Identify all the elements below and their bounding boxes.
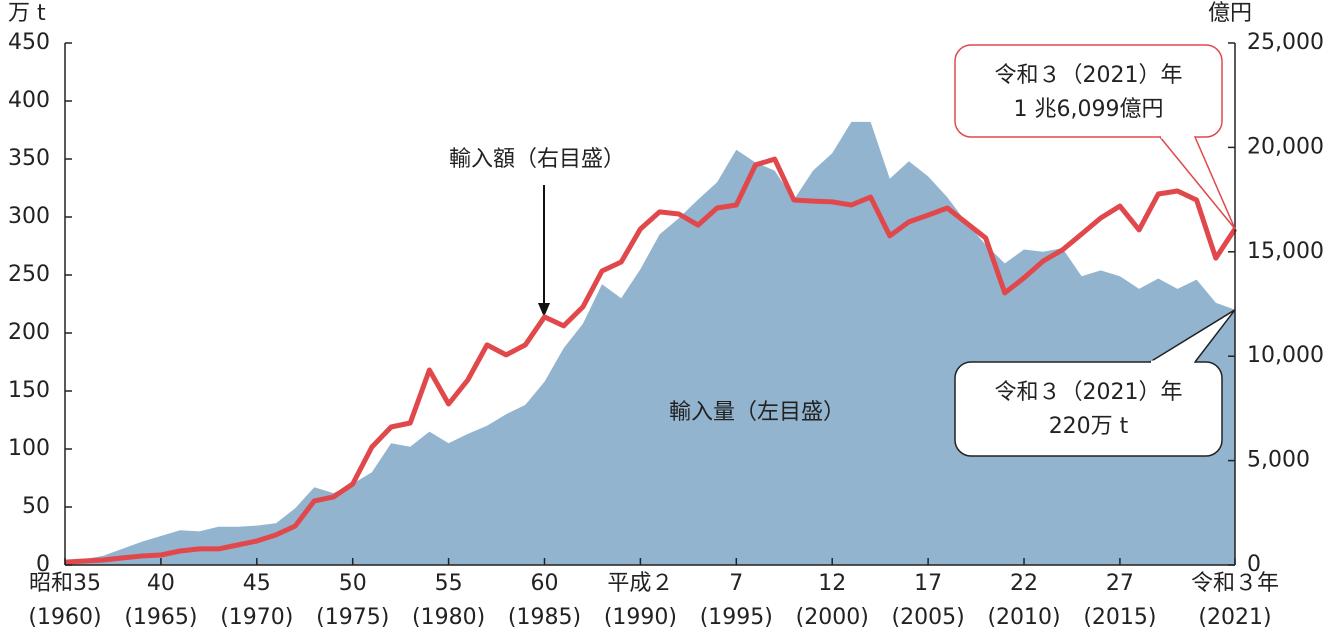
y-tick-label: 50	[22, 494, 50, 519]
callout-box	[954, 44, 1223, 138]
y2-tick-label: 20,000	[1247, 134, 1324, 159]
y2-tick-label: 0	[1247, 552, 1261, 577]
x-tick-label: 22	[1010, 571, 1038, 596]
x-tick-label: 50	[339, 571, 367, 596]
x-tick-label: 40	[147, 571, 175, 596]
y-tick-label: 250	[8, 262, 50, 287]
line-label: 輸入額（右目盛）	[449, 147, 625, 172]
x-tick-year: (2000)	[796, 605, 869, 630]
x-tick-label: 27	[1106, 571, 1134, 596]
x-tick-year: (2010)	[987, 605, 1060, 630]
callout-text: 令和３（2021）年	[995, 63, 1183, 88]
x-tick-label: 平成２	[607, 571, 673, 596]
x-tick-year: (1985)	[508, 605, 581, 630]
x-tick-label: 45	[243, 571, 271, 596]
arrow-head	[538, 303, 550, 317]
x-tick-label: 昭和35	[29, 571, 101, 596]
x-tick-year: (2015)	[1083, 605, 1156, 630]
x-tick-year: (1995)	[700, 605, 773, 630]
y-tick-label: 200	[8, 320, 50, 345]
x-tick-label: 令和３年	[1191, 571, 1279, 596]
x-tick-label: 55	[435, 571, 463, 596]
callout-tail	[1149, 309, 1236, 363]
x-tick-label: 17	[914, 571, 942, 596]
y2-tick-label: 25,000	[1247, 30, 1324, 55]
y-tick-label: 350	[8, 146, 50, 171]
area-label: 輸入量（左目盛）	[669, 400, 845, 425]
line	[64, 156, 1238, 565]
x-tick-year: (1980)	[412, 605, 485, 630]
x-tick-year: (2005)	[892, 605, 965, 630]
x-tick-year: (1970)	[220, 605, 293, 630]
x-tick-label: 12	[818, 571, 846, 596]
y-tick-label: 300	[8, 204, 50, 229]
x-tick-label: 60	[531, 571, 559, 596]
callout-text: 1 兆6,099億円	[1014, 97, 1164, 122]
y2-tick-label: 15,000	[1247, 239, 1324, 264]
x-tick-label: 7	[729, 571, 743, 596]
x-tick-year: (1975)	[316, 605, 389, 630]
y-tick-label: 450	[8, 30, 50, 55]
callout-text: 220万 t	[1049, 414, 1129, 439]
y-tick-label: 100	[8, 436, 50, 461]
y-unit: 万 t	[8, 1, 46, 26]
y-tick-label: 0	[36, 552, 50, 577]
y2-tick-label: 5,000	[1247, 448, 1310, 473]
x-tick-year: (2021)	[1198, 605, 1271, 630]
y-tick-label: 400	[8, 88, 50, 113]
x-tick-year: (1965)	[124, 605, 197, 630]
x-tick-year: (1990)	[604, 605, 677, 630]
area	[65, 121, 1235, 566]
x-tick-year: (1960)	[28, 605, 101, 630]
y-tick-label: 150	[8, 378, 50, 403]
callout-tail	[1159, 136, 1236, 230]
callout-box	[954, 361, 1223, 457]
y2-unit: 億円	[1208, 1, 1252, 26]
y2-tick-label: 10,000	[1247, 343, 1324, 368]
callout-text: 令和３（2021）年	[995, 380, 1183, 405]
